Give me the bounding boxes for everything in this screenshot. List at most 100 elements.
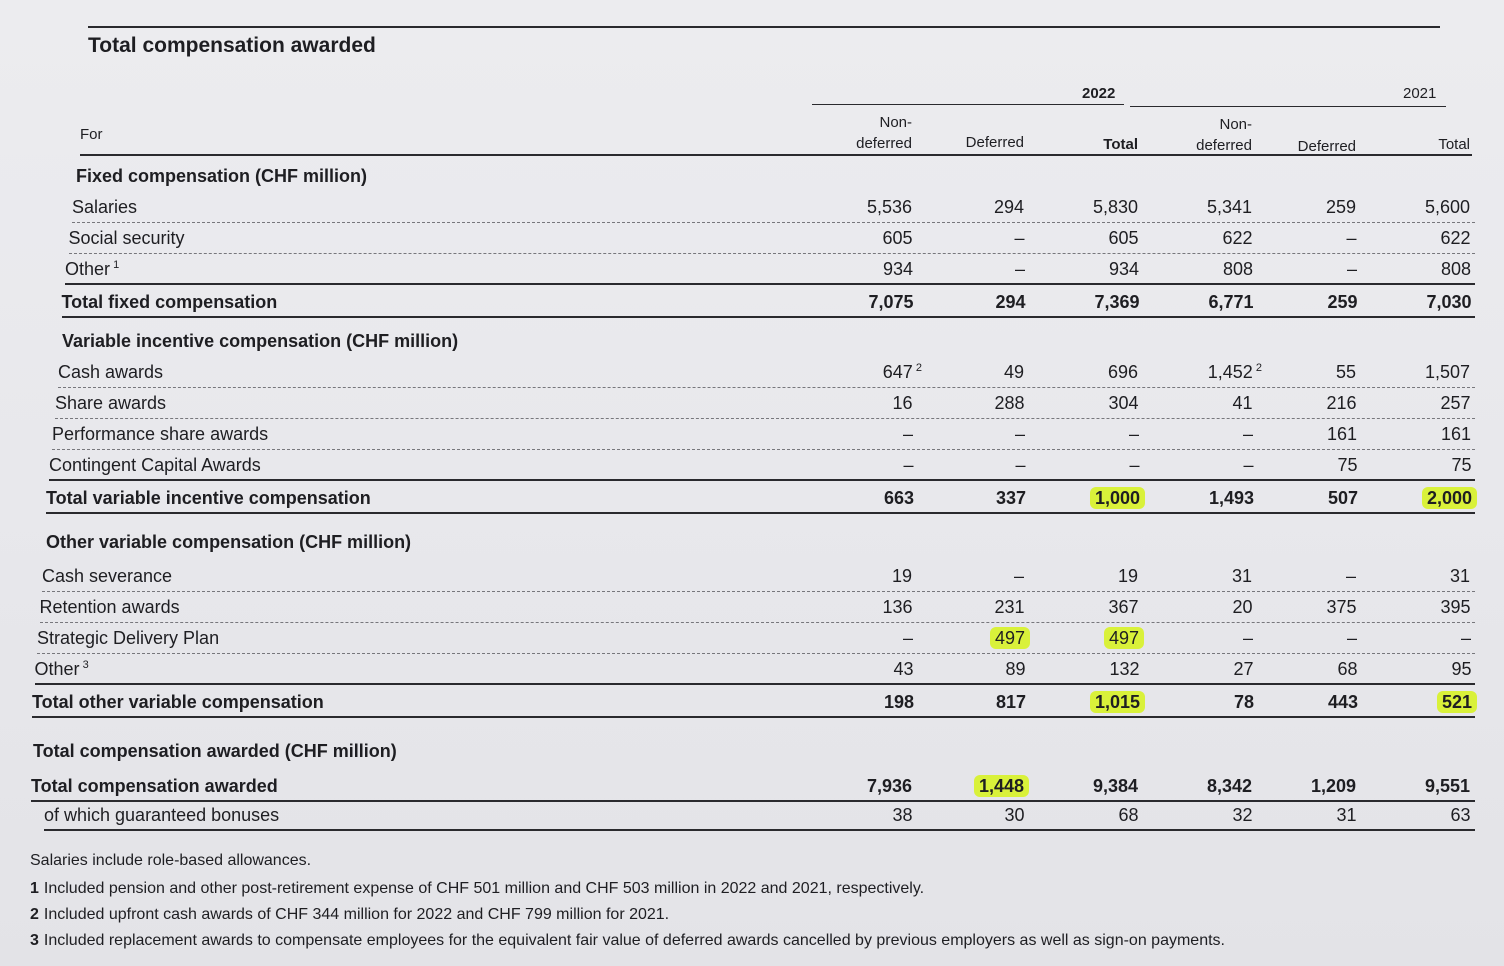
row-rule bbox=[44, 829, 1475, 831]
footnote-number: 2 bbox=[30, 906, 39, 923]
footnote: 3 Included replacement awards to compensa… bbox=[30, 932, 1225, 950]
footnote-text: Included upfront cash awards of CHF 344 … bbox=[43, 906, 670, 923]
value-cell: 1,209 bbox=[1310, 776, 1356, 796]
table-row: Performance share awards – – – – 161 161 bbox=[52, 420, 1475, 450]
table-row: Other 1 934 – 934 808 – 808 bbox=[65, 255, 1475, 285]
value-cell: 7,369 bbox=[1094, 292, 1140, 312]
year-2022-header: 2022 bbox=[1082, 85, 1116, 102]
value-cell: 68 bbox=[1337, 659, 1358, 679]
value-cell: 934 bbox=[882, 259, 913, 279]
row-label: Total compensation awarded bbox=[31, 776, 278, 796]
row-label: Other 1 bbox=[65, 259, 120, 279]
value-cell: 78 bbox=[1233, 692, 1254, 712]
value-cell: 605 bbox=[882, 228, 913, 248]
table-row: Cash awards 647 2 49 696 1,452 2 55 1,507 bbox=[58, 358, 1475, 388]
value-cell: 231 bbox=[994, 597, 1025, 617]
section-title: Total compensation awarded (CHF million) bbox=[33, 741, 397, 761]
total-row: Total variable incentive compensation 663… bbox=[46, 484, 1477, 514]
footnote-ref: 1 bbox=[110, 259, 120, 271]
value-cell: 31 bbox=[1231, 566, 1252, 586]
value-cell: 1,015 bbox=[1060, 691, 1145, 713]
footnote: 1 Included pension and other post-retirem… bbox=[30, 880, 924, 898]
value-cell: 395 bbox=[1440, 597, 1471, 617]
total-row: Total fixed compensation 7,075 294 7,369 6,7… bbox=[61, 288, 1475, 318]
value-cell: 259 bbox=[1325, 197, 1356, 217]
for-label: For bbox=[80, 126, 103, 143]
value-cell: – bbox=[1129, 455, 1140, 475]
row-rule bbox=[72, 222, 1475, 223]
value-cell: 808 bbox=[1440, 259, 1471, 279]
row-label: Cash severance bbox=[42, 566, 173, 586]
row-rule bbox=[32, 716, 1475, 718]
highlighted-value: 1,015 bbox=[1089, 691, 1145, 713]
value-cell: 19 bbox=[891, 566, 912, 586]
value-cell: 259 bbox=[1327, 292, 1358, 312]
value-cell: 19 bbox=[1117, 566, 1138, 586]
value-cell: – bbox=[1014, 259, 1025, 279]
value-cell: 31 bbox=[1336, 805, 1357, 825]
value-cell: 38 bbox=[892, 805, 913, 825]
value-cell: 605 bbox=[1108, 228, 1139, 248]
header-rule bbox=[80, 154, 1472, 156]
table-row: Share awards 16 288 304 41 216 257 bbox=[55, 389, 1475, 419]
value-cell: 497 bbox=[945, 627, 1030, 649]
value-cell: 30 bbox=[1004, 805, 1025, 825]
row-label: Total fixed compensation bbox=[61, 292, 278, 312]
highlighted-value: 1,000 bbox=[1089, 487, 1145, 509]
row-rule bbox=[46, 512, 1475, 514]
value-cell: 367 bbox=[1108, 597, 1139, 617]
value-cell: 89 bbox=[1005, 659, 1026, 679]
value-cell: – bbox=[902, 424, 913, 444]
row-label: Contingent Capital Awards bbox=[49, 455, 261, 475]
value-cell: – bbox=[902, 628, 913, 648]
value-cell: – bbox=[1014, 228, 1025, 248]
value-cell: 55 bbox=[1335, 362, 1356, 382]
value-cell: – bbox=[1013, 566, 1024, 586]
value-cell: 1,493 bbox=[1208, 488, 1254, 508]
footnote: Salaries include role-based allowances. bbox=[30, 852, 311, 870]
value-cell: 7,030 bbox=[1426, 292, 1472, 312]
value-cell: 5,341 bbox=[1206, 197, 1252, 217]
table-row: Strategic Delivery Plan – 497 497 – – – bbox=[37, 624, 1475, 654]
value-cell: 32 bbox=[1232, 805, 1253, 825]
highlighted-value: 497 bbox=[1103, 627, 1144, 649]
value-cell: 198 bbox=[883, 692, 914, 712]
value-cell: 622 bbox=[1440, 228, 1471, 248]
value-cell: 5,600 bbox=[1424, 197, 1470, 217]
value-cell: 497 bbox=[1059, 627, 1144, 649]
table-row: of which guaranteed bonuses 38 30 68 32 31 63 bbox=[44, 801, 1475, 831]
value-cell: 304 bbox=[1108, 393, 1139, 413]
value-cell: – bbox=[1014, 424, 1025, 444]
highlighted-value: 1,448 bbox=[973, 775, 1029, 797]
value-cell: 161 bbox=[1326, 424, 1357, 444]
column-header-5: Total bbox=[1438, 136, 1470, 153]
row-rule bbox=[55, 418, 1475, 419]
value-cell: 1,507 bbox=[1424, 362, 1470, 382]
footnote-ref: 2 bbox=[912, 362, 922, 374]
total-row: Total other variable compensation 198 817 1… bbox=[32, 688, 1477, 718]
row-label: Total other variable compensation bbox=[32, 692, 324, 712]
value-cell: 43 bbox=[893, 659, 914, 679]
highlighted-value: 2,000 bbox=[1421, 487, 1477, 509]
footnote: 2 Included upfront cash awards of CHF 344… bbox=[30, 906, 669, 924]
year-2022-rule bbox=[812, 104, 1124, 105]
row-label: Total variable incentive compensation bbox=[46, 488, 371, 508]
value-cell: 63 bbox=[1450, 805, 1471, 825]
value-cell: 8,342 bbox=[1206, 776, 1252, 796]
value-cell: 521 bbox=[1392, 691, 1477, 713]
value-cell: – bbox=[1015, 455, 1026, 475]
value-cell: 132 bbox=[1109, 659, 1140, 679]
value-cell: 2,000 bbox=[1392, 487, 1477, 509]
year-2021-header: 2021 bbox=[1403, 85, 1437, 102]
table-row: Contingent Capital Awards – – – – 75 75 bbox=[49, 451, 1475, 481]
value-cell: – bbox=[903, 455, 914, 475]
value-cell: 1,448 bbox=[944, 775, 1029, 797]
section-title: Variable incentive compensation (CHF mil… bbox=[62, 331, 459, 351]
value-cell: – bbox=[1346, 628, 1357, 648]
value-cell: – bbox=[1345, 566, 1356, 586]
value-cell: 7,936 bbox=[866, 776, 912, 796]
row-rule bbox=[58, 387, 1475, 388]
value-cell: 443 bbox=[1327, 692, 1358, 712]
row-label: Cash awards bbox=[58, 362, 164, 382]
value-cell: 95 bbox=[1451, 659, 1472, 679]
